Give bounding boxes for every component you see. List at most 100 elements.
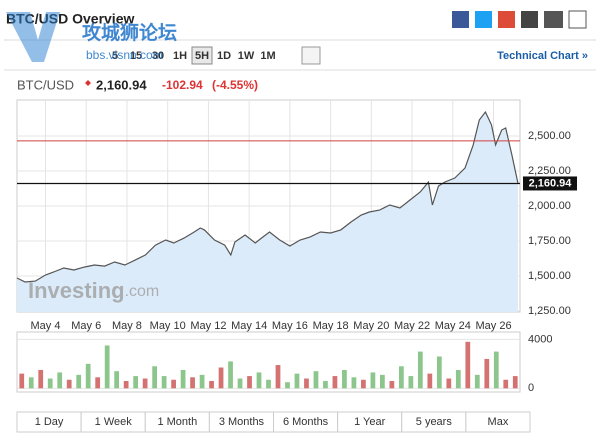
investing-logo: Investing.com [28, 278, 159, 303]
chart: Investing.com 2,160.94 1,250.00 1,500.00 1,7… [16, 99, 577, 394]
volume-bar [95, 377, 101, 389]
print-icon[interactable] [568, 10, 587, 29]
x-tick-label: May 10 [150, 320, 186, 332]
range-button[interactable] [465, 411, 531, 433]
x-tick-label: May 6 [71, 320, 101, 332]
range-label[interactable]: 1 Month [157, 416, 197, 428]
interval-button[interactable]: 30 [152, 50, 164, 62]
area-fill [17, 112, 518, 312]
technical-chart-link[interactable]: Technical Chart » [497, 50, 588, 62]
volume-bar [351, 377, 357, 389]
volume-bar [436, 356, 442, 389]
volume-bar [161, 376, 167, 389]
interval-button[interactable]: 1D [217, 50, 231, 62]
volume-bar [266, 379, 271, 389]
volume-bar [398, 366, 404, 389]
volume-bar [417, 351, 423, 389]
y-tick-label: 1,750.00 [528, 235, 571, 247]
price: 2,160.94 [96, 77, 147, 92]
volume-bar [152, 366, 157, 389]
volume-bar [218, 367, 224, 389]
volume-bar [19, 373, 25, 389]
volume-bar [66, 379, 72, 389]
volume-bar [389, 380, 395, 389]
interval-bar: 5 15 30 1H 5H 1D 1W 1M [112, 46, 276, 65]
symbol: BTC/USD [17, 77, 74, 92]
stumble-icon[interactable] [521, 11, 538, 28]
volume-bar [190, 377, 195, 389]
y-tick-label: 2,250.00 [528, 165, 571, 177]
x-tick-label: May 12 [190, 320, 226, 332]
volume-bar [408, 376, 414, 389]
volume-bar [237, 378, 243, 389]
down-marker [85, 80, 91, 86]
volume-bar [474, 374, 480, 389]
range-label[interactable]: Max [488, 416, 509, 428]
twitter-icon[interactable] [475, 11, 492, 28]
volume-bar [313, 371, 319, 389]
range-label[interactable]: 3 Months [219, 416, 265, 428]
volume-bar [209, 380, 214, 389]
volume-bar [512, 376, 518, 389]
facebook-icon[interactable] [452, 11, 469, 28]
volume-tick-label: 0 [528, 382, 534, 394]
volume-bar [370, 372, 376, 389]
volume-bar [484, 358, 490, 389]
volume-bar [104, 345, 110, 389]
interval-selected [191, 46, 213, 65]
x-tick-label: May 4 [31, 320, 61, 332]
volume-bar [275, 365, 281, 389]
volume-bar [361, 379, 366, 389]
google-icon[interactable] [498, 11, 515, 28]
y-tick-label: 2,500.00 [528, 130, 571, 142]
x-tick-label: May 16 [272, 320, 308, 332]
x-tick-label: May 8 [112, 320, 142, 332]
watermark-logo [6, 12, 60, 62]
price-line [16, 110, 519, 283]
range-label[interactable]: 1 Week [95, 416, 133, 428]
volume-bar [323, 380, 328, 389]
volume-bar [256, 372, 262, 389]
volume-bar [247, 376, 252, 389]
volume-bar [76, 374, 82, 389]
volume-bar [427, 373, 433, 389]
watermark-url: bbs.vlsnn.com [86, 48, 163, 62]
volume-bar [38, 369, 44, 389]
mail-icon[interactable] [544, 11, 563, 28]
interval-button[interactable]: 1M [260, 50, 275, 62]
range-label[interactable]: 1 Year [354, 416, 386, 428]
volume-bar [57, 372, 63, 389]
title: BTC/USD Overview [6, 11, 134, 27]
volume-bar [285, 382, 290, 389]
range-label[interactable]: 1 Day [35, 416, 64, 428]
range-label[interactable]: 5 years [416, 416, 453, 428]
volume-bar [171, 379, 176, 389]
y-tick-label: 1,250.00 [528, 305, 571, 317]
x-tick-label: May 20 [353, 320, 389, 332]
logo-suffix: .com [125, 283, 160, 300]
volume-bar [180, 369, 186, 389]
last-price-tag [523, 176, 577, 191]
range-label[interactable]: 6 Months [283, 416, 329, 428]
x-tick-label: May 24 [435, 320, 471, 332]
interval-button[interactable]: 5H [195, 50, 209, 62]
volume-bar [493, 351, 499, 389]
volume-bar [123, 380, 129, 389]
change: -102.94 [162, 78, 203, 92]
watermark: 攻城狮论坛 bbs.vlsnn.com [6, 12, 177, 62]
interval-button[interactable]: 5 [112, 50, 118, 62]
volume-bar [380, 374, 385, 389]
interval-button[interactable]: 15 [130, 50, 142, 62]
volume-bar [342, 369, 347, 389]
chart-type-button[interactable] [301, 46, 321, 65]
logo-main: Investing [28, 278, 125, 303]
interval-button[interactable]: 1W [238, 50, 255, 62]
volume-bar [332, 376, 338, 389]
volume-bar [85, 363, 91, 389]
interval-button[interactable]: 1H [173, 50, 187, 62]
y-tick-label: 2,000.00 [528, 200, 571, 212]
range-bar: 1 Day 1 Week 1 Month 3 Months 6 Months 1 Year… [16, 411, 531, 433]
share-icons[interactable] [452, 10, 587, 29]
